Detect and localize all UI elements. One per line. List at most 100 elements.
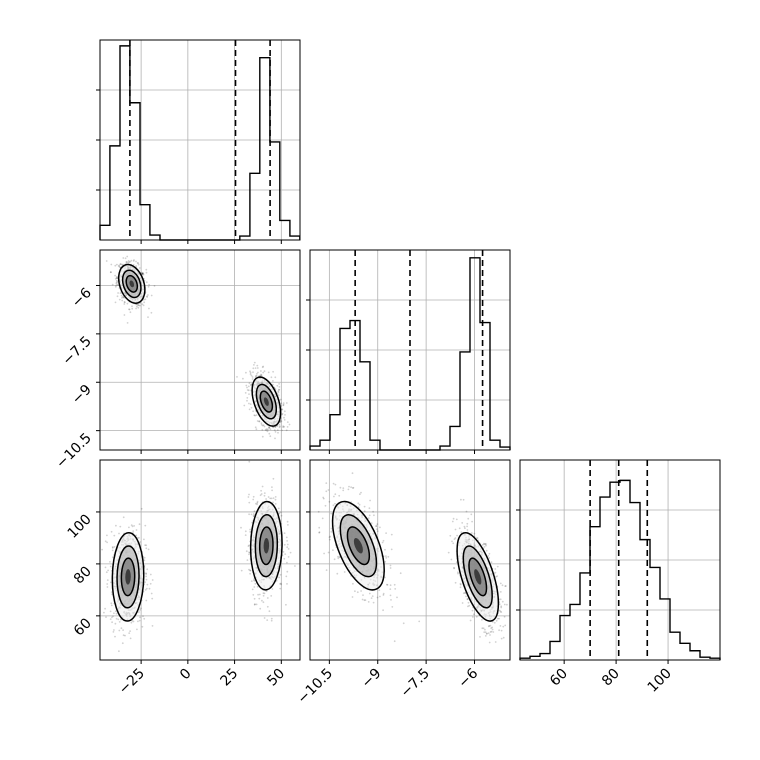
sample-point xyxy=(143,538,145,541)
sample-point xyxy=(453,566,455,569)
sample-point xyxy=(285,536,288,539)
density-contour xyxy=(129,280,135,288)
sample-point xyxy=(142,273,145,276)
sample-point xyxy=(347,488,350,491)
sample-point xyxy=(493,621,496,624)
sample-point xyxy=(140,607,142,610)
sample-point xyxy=(149,582,152,585)
sample-point xyxy=(278,423,281,426)
sample-point xyxy=(117,265,120,268)
sample-point xyxy=(260,374,263,376)
sample-point xyxy=(372,510,374,513)
sample-point xyxy=(324,504,327,507)
sample-point xyxy=(379,595,381,598)
sample-point xyxy=(139,616,141,619)
sample-point xyxy=(246,389,249,391)
sample-point xyxy=(132,260,135,262)
sample-point xyxy=(367,517,370,519)
sample-point xyxy=(258,420,261,422)
sample-point xyxy=(247,389,250,392)
sample-point xyxy=(147,548,150,551)
sample-point xyxy=(249,528,252,531)
sample-point xyxy=(115,282,118,284)
sample-point xyxy=(461,522,464,524)
sample-point xyxy=(279,573,282,576)
sample-point xyxy=(450,558,453,561)
sample-point xyxy=(122,629,124,631)
sample-point xyxy=(254,376,257,378)
sample-point xyxy=(135,307,138,310)
sample-point xyxy=(118,532,120,535)
sample-point xyxy=(116,281,118,284)
sample-point xyxy=(268,427,270,430)
sample-point xyxy=(487,555,490,557)
sample-point xyxy=(256,373,258,375)
sample-point xyxy=(494,641,497,643)
sample-point xyxy=(245,384,248,387)
sample-point xyxy=(269,428,272,431)
sample-point xyxy=(483,631,486,633)
sample-point xyxy=(470,532,473,534)
sample-point xyxy=(278,576,280,579)
sample-point xyxy=(471,609,474,612)
sample-point xyxy=(382,594,385,596)
sample-point xyxy=(332,504,335,507)
sample-point xyxy=(462,498,465,501)
sample-point xyxy=(129,260,132,263)
sample-point xyxy=(402,622,405,625)
sample-point xyxy=(371,595,374,597)
sample-point xyxy=(115,277,118,279)
sample-point xyxy=(485,633,488,635)
sample-point xyxy=(110,263,113,266)
sample-point xyxy=(270,619,273,622)
sample-point xyxy=(391,606,394,608)
sample-point xyxy=(479,636,481,638)
sample-point xyxy=(274,503,277,505)
sample-point xyxy=(145,544,148,547)
sample-point xyxy=(114,277,117,280)
sample-point xyxy=(276,424,279,427)
sample-point xyxy=(390,548,393,551)
sample-point xyxy=(118,650,120,653)
sample-point xyxy=(376,596,379,599)
sample-point xyxy=(111,547,114,549)
x-tick-label: 0 xyxy=(177,666,195,684)
sample-point xyxy=(499,610,502,613)
sample-point xyxy=(261,424,264,427)
sample-point xyxy=(137,306,140,309)
sample-point xyxy=(252,367,255,370)
sample-point xyxy=(140,507,143,510)
sample-point xyxy=(144,589,147,591)
sample-point xyxy=(274,498,277,501)
sample-point xyxy=(505,585,507,587)
sample-point xyxy=(245,550,248,553)
sample-point xyxy=(249,572,252,575)
sample-point xyxy=(138,523,141,526)
sample-point xyxy=(123,296,125,299)
sample-point xyxy=(278,388,280,391)
sample-point xyxy=(111,556,114,559)
sample-point xyxy=(147,316,149,318)
sample-point xyxy=(150,294,153,297)
sample-point xyxy=(144,298,147,301)
sample-point xyxy=(352,582,354,585)
sample-point xyxy=(114,610,117,613)
sample-point xyxy=(246,399,248,402)
sample-point xyxy=(393,640,396,643)
sample-point xyxy=(286,520,289,523)
sample-point xyxy=(396,596,398,599)
sample-point xyxy=(131,619,134,622)
sample-point xyxy=(325,482,328,484)
sample-point xyxy=(272,501,274,504)
panel-frame xyxy=(519,459,721,661)
sample-point xyxy=(464,527,466,530)
panel-frame xyxy=(99,459,301,661)
sample-point xyxy=(121,297,123,299)
sample-point xyxy=(278,383,280,385)
sample-point xyxy=(475,615,478,618)
sample-point xyxy=(285,402,288,404)
sample-point xyxy=(278,512,281,515)
sample-point xyxy=(352,486,355,489)
sample-point xyxy=(250,384,253,387)
sample-point xyxy=(279,425,281,428)
